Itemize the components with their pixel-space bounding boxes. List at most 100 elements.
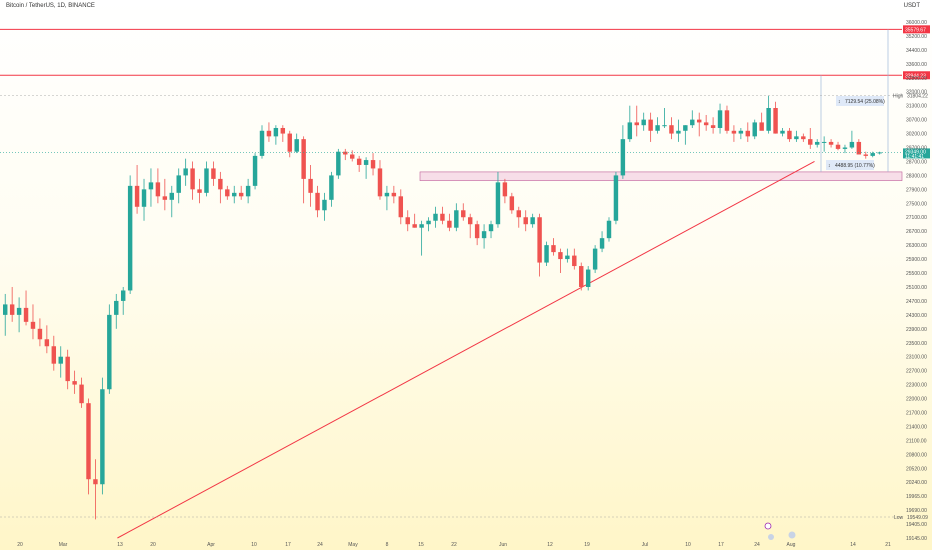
candle-body [301,139,306,179]
candle [58,346,63,378]
candle-body [773,108,778,134]
candle [9,286,15,322]
candle [773,101,778,134]
candle-body [620,139,626,176]
candle [211,161,216,186]
measurement-box [836,96,884,106]
y-tick-label: 22300.00 [906,383,927,389]
measure-icon: ↕ [838,99,841,105]
candle-body [204,168,209,193]
candle [752,119,757,140]
y-tick-label: 21400.00 [906,424,927,430]
candle [72,370,77,394]
candle-body [190,168,195,190]
candle-body [259,130,265,156]
y-tick-label: 19405.00 [906,522,927,528]
x-tick-label: 24 [317,542,323,548]
y-tick-label: 30700.00 [906,118,927,124]
candle [162,178,168,211]
candle-body [572,255,577,267]
x-tick-label: 15 [418,542,424,548]
candle-body [495,182,501,225]
candle [467,213,473,239]
candle [370,153,376,176]
candle [627,105,633,142]
candle [155,168,161,204]
candle [585,266,591,291]
candle [377,160,383,200]
candle-body [127,185,133,291]
candle [447,213,452,232]
candle-body [218,178,223,190]
level-price-tag [903,25,930,34]
support-zone [419,171,903,181]
candle [495,171,501,228]
candle [245,178,251,204]
candle [842,144,848,154]
candle-body [703,122,709,126]
candle [266,122,272,142]
candle-body [828,141,834,145]
x-tick-label: 20 [17,542,23,548]
candle [572,248,577,270]
candle-body [65,356,70,382]
candle [204,161,209,197]
candle-body [134,185,140,207]
candle [690,110,695,128]
high-value: 31804.22 [907,94,928,100]
candle-body [676,130,681,134]
candle [759,112,764,131]
candle [308,164,313,207]
last-price-tag [903,148,930,159]
y-tick-label: 34400.00 [906,48,927,54]
y-tick-label: 30200.00 [906,132,927,138]
candle-body [579,266,584,287]
candle [294,133,299,154]
candle-body [551,245,556,253]
candle-body [155,182,161,197]
y-tick-label: 35200.00 [906,34,927,40]
y-tick-label: 26700.00 [906,229,927,235]
candle-body [683,125,688,131]
candle [738,127,744,140]
candle [461,203,466,221]
symbol-title[interactable]: Bitcoin / TetherUS, 1D, BINANCE [6,3,95,9]
y-tick-label: 19690.00 [906,508,927,514]
candle-body [86,403,91,480]
candle [343,148,348,161]
y-tick-label: 24700.00 [906,299,927,305]
y-tick-label: 32000.00 [906,90,927,96]
candle [558,248,563,274]
candle-body [752,122,757,137]
candle [766,95,771,134]
level-price-label: 35579.67 [905,27,926,33]
candle-body [398,196,404,218]
candle-body [315,192,320,211]
x-tick-label: 10 [685,542,691,548]
candle-body [336,151,341,176]
candle [530,213,535,228]
y-tick-label: 21700.00 [906,410,927,416]
y-tick-label: 31300.00 [906,104,927,110]
candle-body [863,154,868,156]
candle [232,185,237,204]
candle [107,304,112,394]
candle [356,155,362,172]
candle [218,171,223,204]
x-tick-label: 19 [584,542,590,548]
candle [801,133,806,142]
candle [190,161,195,200]
y-tick-label: 20800.00 [906,452,927,458]
candle [731,125,737,142]
candle-body [627,122,633,140]
candle-body [821,141,827,143]
candle-body [308,178,313,193]
x-tick-label: 21 [885,542,891,548]
candle-body [537,217,542,263]
candle [454,203,459,232]
candle-body [294,139,299,152]
candle-body [856,141,862,155]
candle-body [266,130,272,137]
